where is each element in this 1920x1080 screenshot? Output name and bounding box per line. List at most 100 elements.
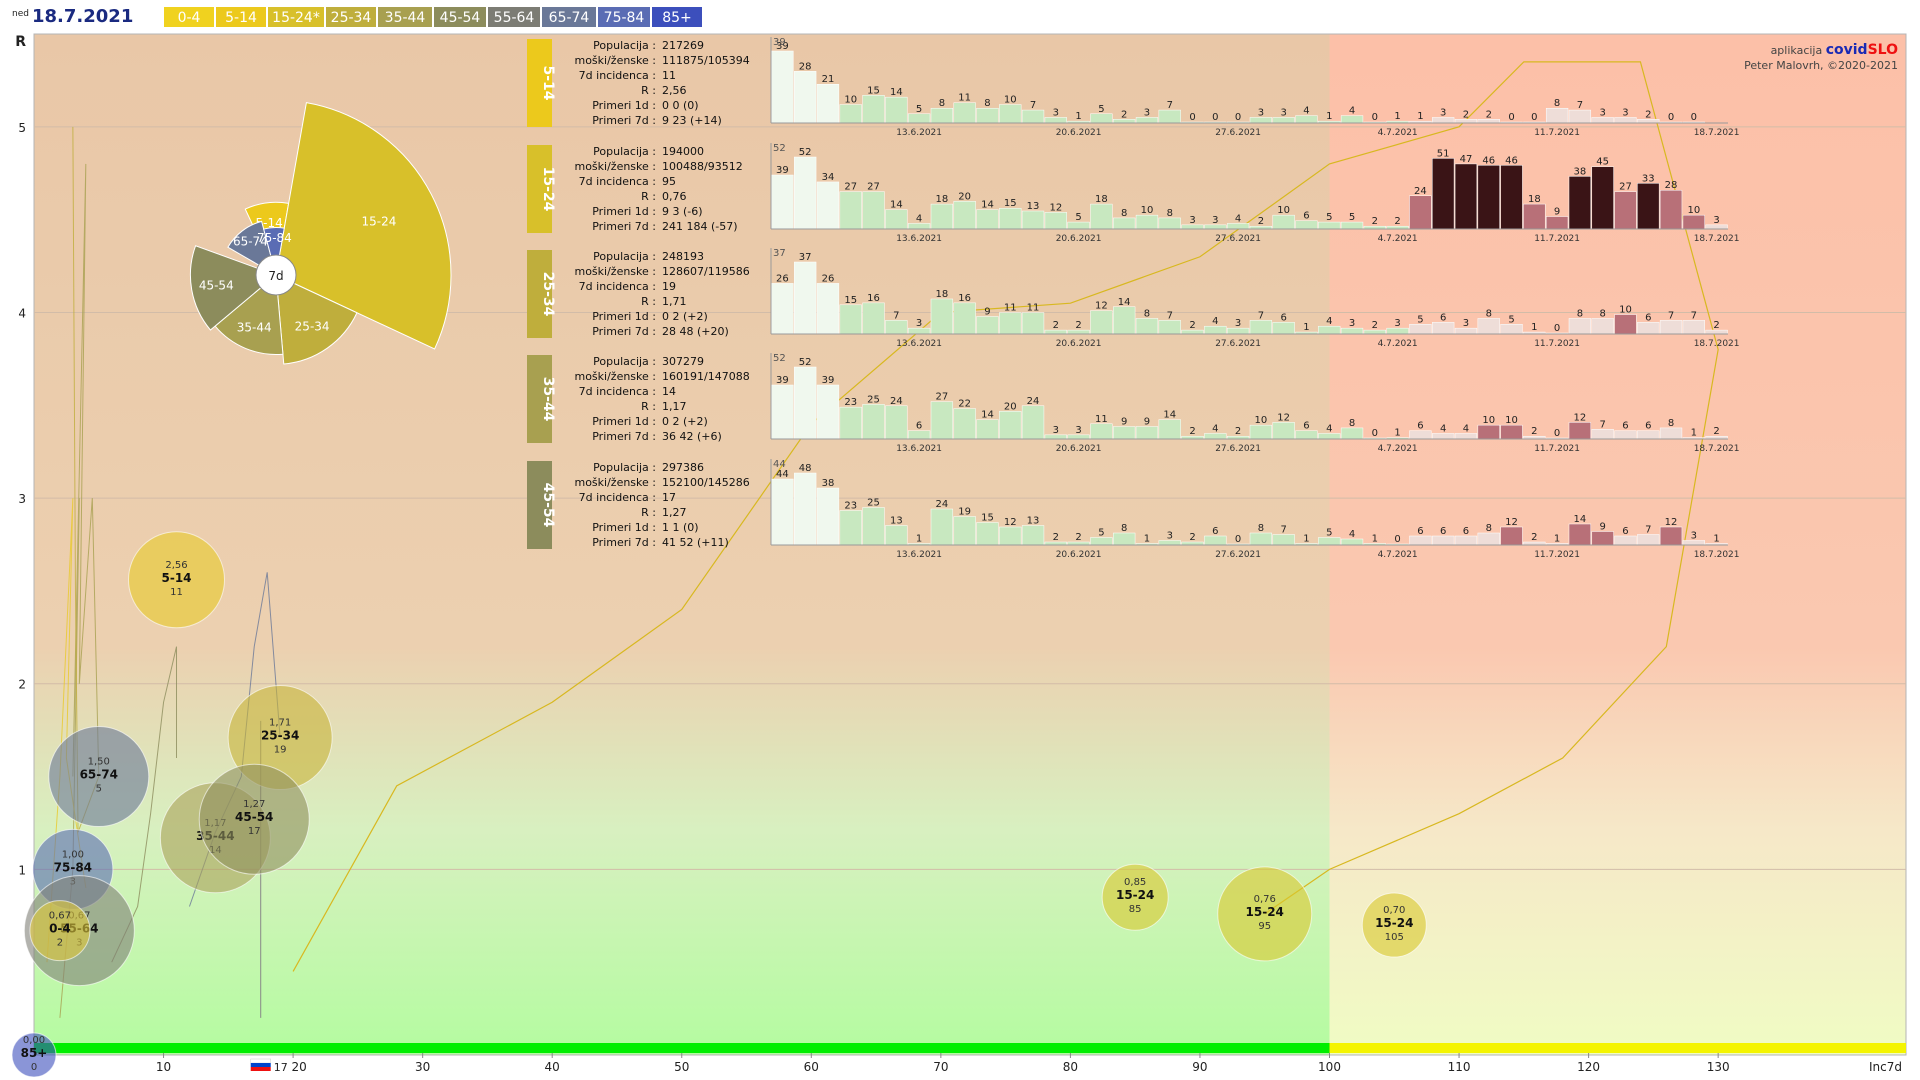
- bar-label: 3: [1235, 318, 1241, 329]
- bar-label: 13: [890, 516, 903, 527]
- legend-chip-75-84[interactable]: [598, 7, 650, 27]
- bar-label: 23: [844, 501, 857, 512]
- bubble-r: 0,67: [49, 911, 71, 922]
- bar-label: 6: [1303, 421, 1309, 432]
- bar: [1021, 312, 1045, 335]
- stat-label: Primeri 7d :: [592, 536, 656, 549]
- bar: [1477, 165, 1500, 230]
- bar-label: 7: [1280, 525, 1286, 536]
- bar-label: 5: [1326, 212, 1332, 223]
- bar-label: 51: [1437, 148, 1450, 159]
- legend-chip-5-14[interactable]: [216, 7, 266, 27]
- bubble-group: 25-34: [261, 729, 299, 743]
- bar: [1113, 532, 1136, 546]
- pie-label: 25-34: [295, 320, 330, 334]
- legend-chip-55-64[interactable]: [488, 7, 540, 27]
- bar: [1500, 526, 1523, 546]
- pie-label: 35-44: [237, 321, 272, 335]
- bar: [885, 525, 908, 546]
- bar-label: 18: [936, 194, 949, 205]
- bar-label: 3: [1713, 215, 1719, 226]
- bar-label: 0: [1691, 112, 1697, 123]
- legend-chip-85+[interactable]: [652, 7, 702, 27]
- bar-label: 28: [1665, 180, 1678, 191]
- legend-chip-35-44[interactable]: [378, 7, 432, 27]
- bar: [1318, 221, 1341, 230]
- stat-value: 36 42 (+6): [662, 430, 722, 443]
- legend-label: 45-54: [440, 10, 481, 26]
- flag-red: [250, 1067, 271, 1071]
- stat-label: Primeri 7d :: [592, 430, 656, 443]
- bar-label: 2: [1531, 426, 1537, 437]
- bar-label: 39: [776, 375, 789, 386]
- bubble-r: 1,50: [88, 757, 110, 768]
- bar-label: 26: [776, 273, 789, 284]
- bar: [1409, 195, 1432, 230]
- bar: [1318, 537, 1341, 546]
- bar: [1454, 163, 1478, 230]
- bubble-r: 1,27: [243, 799, 265, 810]
- bar: [930, 401, 954, 440]
- legend-chip-15-24*[interactable]: [268, 7, 324, 27]
- stat-value: 111875/105394: [662, 54, 750, 67]
- bar-label: 12: [1505, 517, 1518, 528]
- legend-chip-25-34[interactable]: [326, 7, 376, 27]
- bar: [953, 516, 976, 546]
- stat-value: 17: [662, 491, 676, 504]
- bubble-5-14[interactable]: 2,565-14 11: [128, 531, 226, 629]
- bar-label: 7: [1258, 310, 1264, 321]
- bar-label: 8: [1121, 523, 1127, 534]
- bubble-r: 1,00: [62, 849, 84, 860]
- legend-chip-65-74[interactable]: [542, 7, 596, 27]
- bar: [1272, 534, 1295, 546]
- bar-label: 9: [984, 306, 990, 317]
- bar-label: 14: [981, 200, 994, 211]
- bar-label: 2: [1189, 320, 1195, 331]
- bubble-inc: 5: [96, 784, 102, 795]
- stat-label: Populacija :: [593, 145, 656, 158]
- bar-label: 8: [1599, 308, 1605, 319]
- bar: [976, 419, 999, 440]
- bar-label: 15: [981, 513, 994, 524]
- bar: [1568, 523, 1592, 546]
- bar: [1614, 535, 1637, 546]
- bar: [999, 207, 1022, 230]
- legend-chip-45-54[interactable]: [434, 7, 486, 27]
- bubble-inc: 95: [1258, 921, 1271, 932]
- bar: [771, 50, 794, 124]
- plot-frame: [33, 33, 1907, 1056]
- x-tick-label: 70: [933, 1060, 948, 1074]
- panel-group-box: [527, 461, 552, 549]
- bar-label: 14: [1163, 410, 1176, 421]
- bar-label: 11: [958, 93, 971, 104]
- bar-label: 0: [1212, 112, 1218, 123]
- bar: [816, 83, 840, 124]
- legend-label: 0-4: [178, 10, 201, 26]
- bar-label: 2: [1713, 426, 1719, 437]
- bar-label: 18: [1528, 194, 1541, 205]
- bar: [930, 508, 954, 546]
- flag-label: 17: [274, 1061, 288, 1074]
- bar-label: 6: [1463, 526, 1469, 537]
- legend-chip-0-4[interactable]: [164, 7, 214, 27]
- bar: [976, 316, 999, 335]
- bar-label: 7: [1167, 100, 1173, 111]
- bar-label: 39: [822, 375, 835, 386]
- stat-label: moški/ženske :: [574, 160, 656, 173]
- bar: [862, 404, 885, 440]
- bar: [862, 95, 885, 124]
- zone-bar-yellow: [1329, 1043, 1906, 1053]
- bar-label: 20: [958, 191, 971, 202]
- stat-value: 194000: [662, 145, 704, 158]
- bar: [1637, 322, 1660, 335]
- bubble-0-4[interactable]: 0,670-4 2: [29, 900, 91, 962]
- stat-label: Primeri 1d :: [592, 415, 656, 428]
- stat-value: 0 2 (+2): [662, 310, 708, 323]
